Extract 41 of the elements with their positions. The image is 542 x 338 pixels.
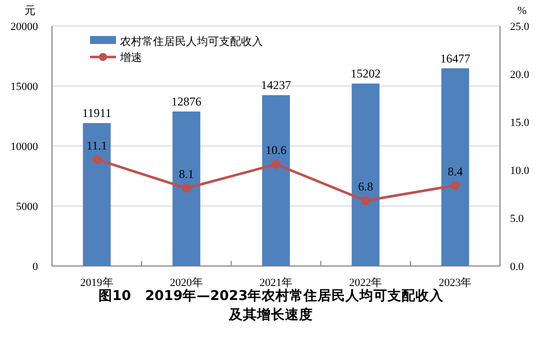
bar (441, 68, 470, 266)
data-label: 8.4 (448, 164, 463, 178)
y-axis-title: 元 (24, 4, 36, 17)
bar (82, 123, 111, 266)
legend-label: 农村常住居民人均可支配收入 (120, 35, 263, 48)
y-tick-label: 0 (32, 260, 38, 273)
y2-tick-label: 10.0 (510, 164, 530, 177)
y-tick-label: 10000 (10, 140, 38, 153)
x-tick-label: 2021年 (260, 277, 292, 289)
data-label: 6.8 (358, 180, 374, 194)
text: 图10 2019年—2023年农村常住居民人均可支配收入及其增长速度 (98, 288, 445, 323)
data-label: 11.1 (86, 138, 108, 152)
point (450, 180, 460, 190)
x-tick-label: 2019年 (80, 277, 114, 289)
y2-tick-label: 15.0 (510, 116, 530, 129)
data-label: 14237 (261, 78, 291, 92)
bar (352, 84, 380, 266)
point (361, 196, 370, 206)
point (272, 160, 280, 169)
data-label: 16477 (440, 51, 470, 66)
y-tick-label: 5000 (16, 200, 38, 213)
y2-tick-label: 20.0 (510, 68, 530, 81)
x-tick-label: 2023年 (438, 277, 472, 289)
x-tick-label: 2022年 (349, 277, 382, 289)
legend-label: 增速 (119, 51, 142, 64)
data-label: 10.6 (266, 143, 286, 158)
data-label: 15202 (350, 66, 381, 81)
x-tick-label: 2020年 (170, 277, 203, 289)
data-label: 8.1 (178, 167, 194, 182)
bar (262, 95, 290, 266)
y2-tick-label: 25.0 (510, 20, 530, 33)
data-label: 12876 (171, 94, 202, 108)
y-tick-label: 15000 (10, 80, 38, 93)
point (92, 154, 102, 164)
y-tick-label: 20000 (10, 20, 38, 33)
bar (172, 111, 200, 266)
y2-tick-label: 5.0 (510, 212, 524, 225)
y2-axis-title: % (517, 5, 527, 17)
y2-tick-label: 0.0 (510, 260, 524, 273)
point (182, 184, 191, 193)
data-label: 11911 (82, 106, 112, 120)
